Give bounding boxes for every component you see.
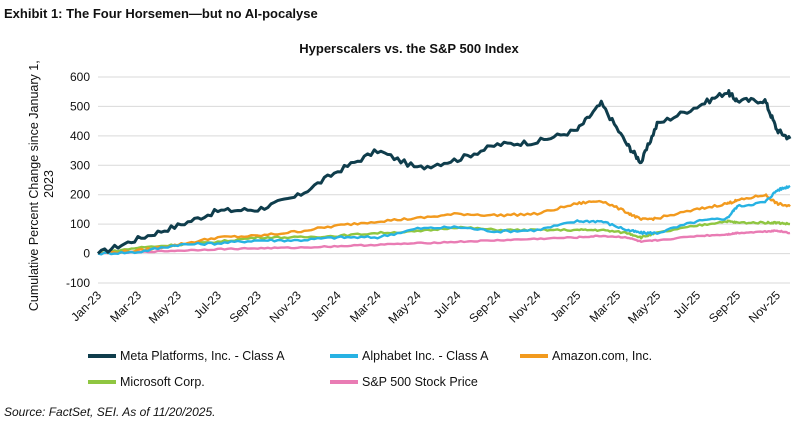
x-tick-label: Jan-23	[68, 288, 104, 324]
x-axis-ticks: Jan-23 Mar-23 May-23 Jul-23 Sep-23 Nov-23 Jan-…	[68, 288, 783, 326]
legend-label: Alphabet Inc. - Class A	[362, 349, 489, 363]
x-tick-label: Mar-24	[347, 288, 384, 325]
series-line-alphabet-inc-class-a	[97, 184, 791, 256]
series-line-s-p-500-stock-price	[97, 229, 791, 255]
x-tick-label: Jul-24	[431, 288, 464, 321]
x-tick-label: Nov-25	[746, 288, 783, 325]
y-axis-ticks: -100 0 100 200 300 400 500 600	[66, 70, 90, 290]
x-tick-label: Nov-23	[267, 288, 304, 325]
series-line-amazon-com-inc-	[97, 193, 791, 255]
x-tick-label: Nov-24	[506, 288, 543, 325]
x-tick-label: Jul-23	[191, 288, 224, 321]
legend-label: Meta Platforms, Inc. - Class A	[120, 349, 285, 363]
y-tick-label: -100	[66, 276, 90, 290]
y-tick-label: 0	[83, 247, 90, 261]
y-tick-label: 400	[70, 129, 90, 143]
series-line-meta-platforms-inc-class-a	[96, 89, 792, 255]
y-tick-label: 500	[70, 99, 90, 113]
y-tick-label: 100	[70, 217, 90, 231]
legend: Meta Platforms, Inc. - Class A Alphabet I…	[88, 349, 652, 389]
x-tick-label: May-24	[385, 288, 423, 326]
x-tick-label: May-25	[625, 288, 663, 326]
legend-label: Amazon.com, Inc.	[552, 349, 652, 363]
chart-title: Hyperscalers vs. the S&P 500 Index	[299, 41, 519, 56]
legend-label: S&P 500 Stock Price	[362, 375, 478, 389]
gridlines	[98, 76, 790, 284]
x-tick-label: Sep-23	[227, 288, 264, 325]
x-tick-label: Jan-24	[308, 288, 344, 324]
source-note: Source: FactSet, SEI. As of 11/20/2025.	[4, 405, 216, 419]
x-tick-label: Sep-25	[706, 288, 743, 325]
y-tick-label: 600	[70, 70, 90, 84]
x-tick-label: Mar-25	[587, 288, 624, 325]
series-lines	[96, 89, 792, 256]
legend-label: Microsoft Corp.	[120, 375, 205, 389]
y-tick-label: 300	[70, 158, 90, 172]
x-tick-label: May-23	[146, 288, 184, 326]
x-tick-label: Mar-23	[107, 288, 144, 325]
x-tick-label: Jan-25	[548, 288, 584, 324]
exhibit-title: Exhibit 1: The Four Horsemen—but no AI-p…	[4, 6, 318, 21]
y-axis-label: Cumulative Percent Change since January …	[27, 57, 56, 311]
y-tick-label: 200	[70, 188, 90, 202]
x-tick-label: Jul-25	[670, 288, 703, 321]
x-tick-label: Sep-24	[466, 288, 503, 325]
